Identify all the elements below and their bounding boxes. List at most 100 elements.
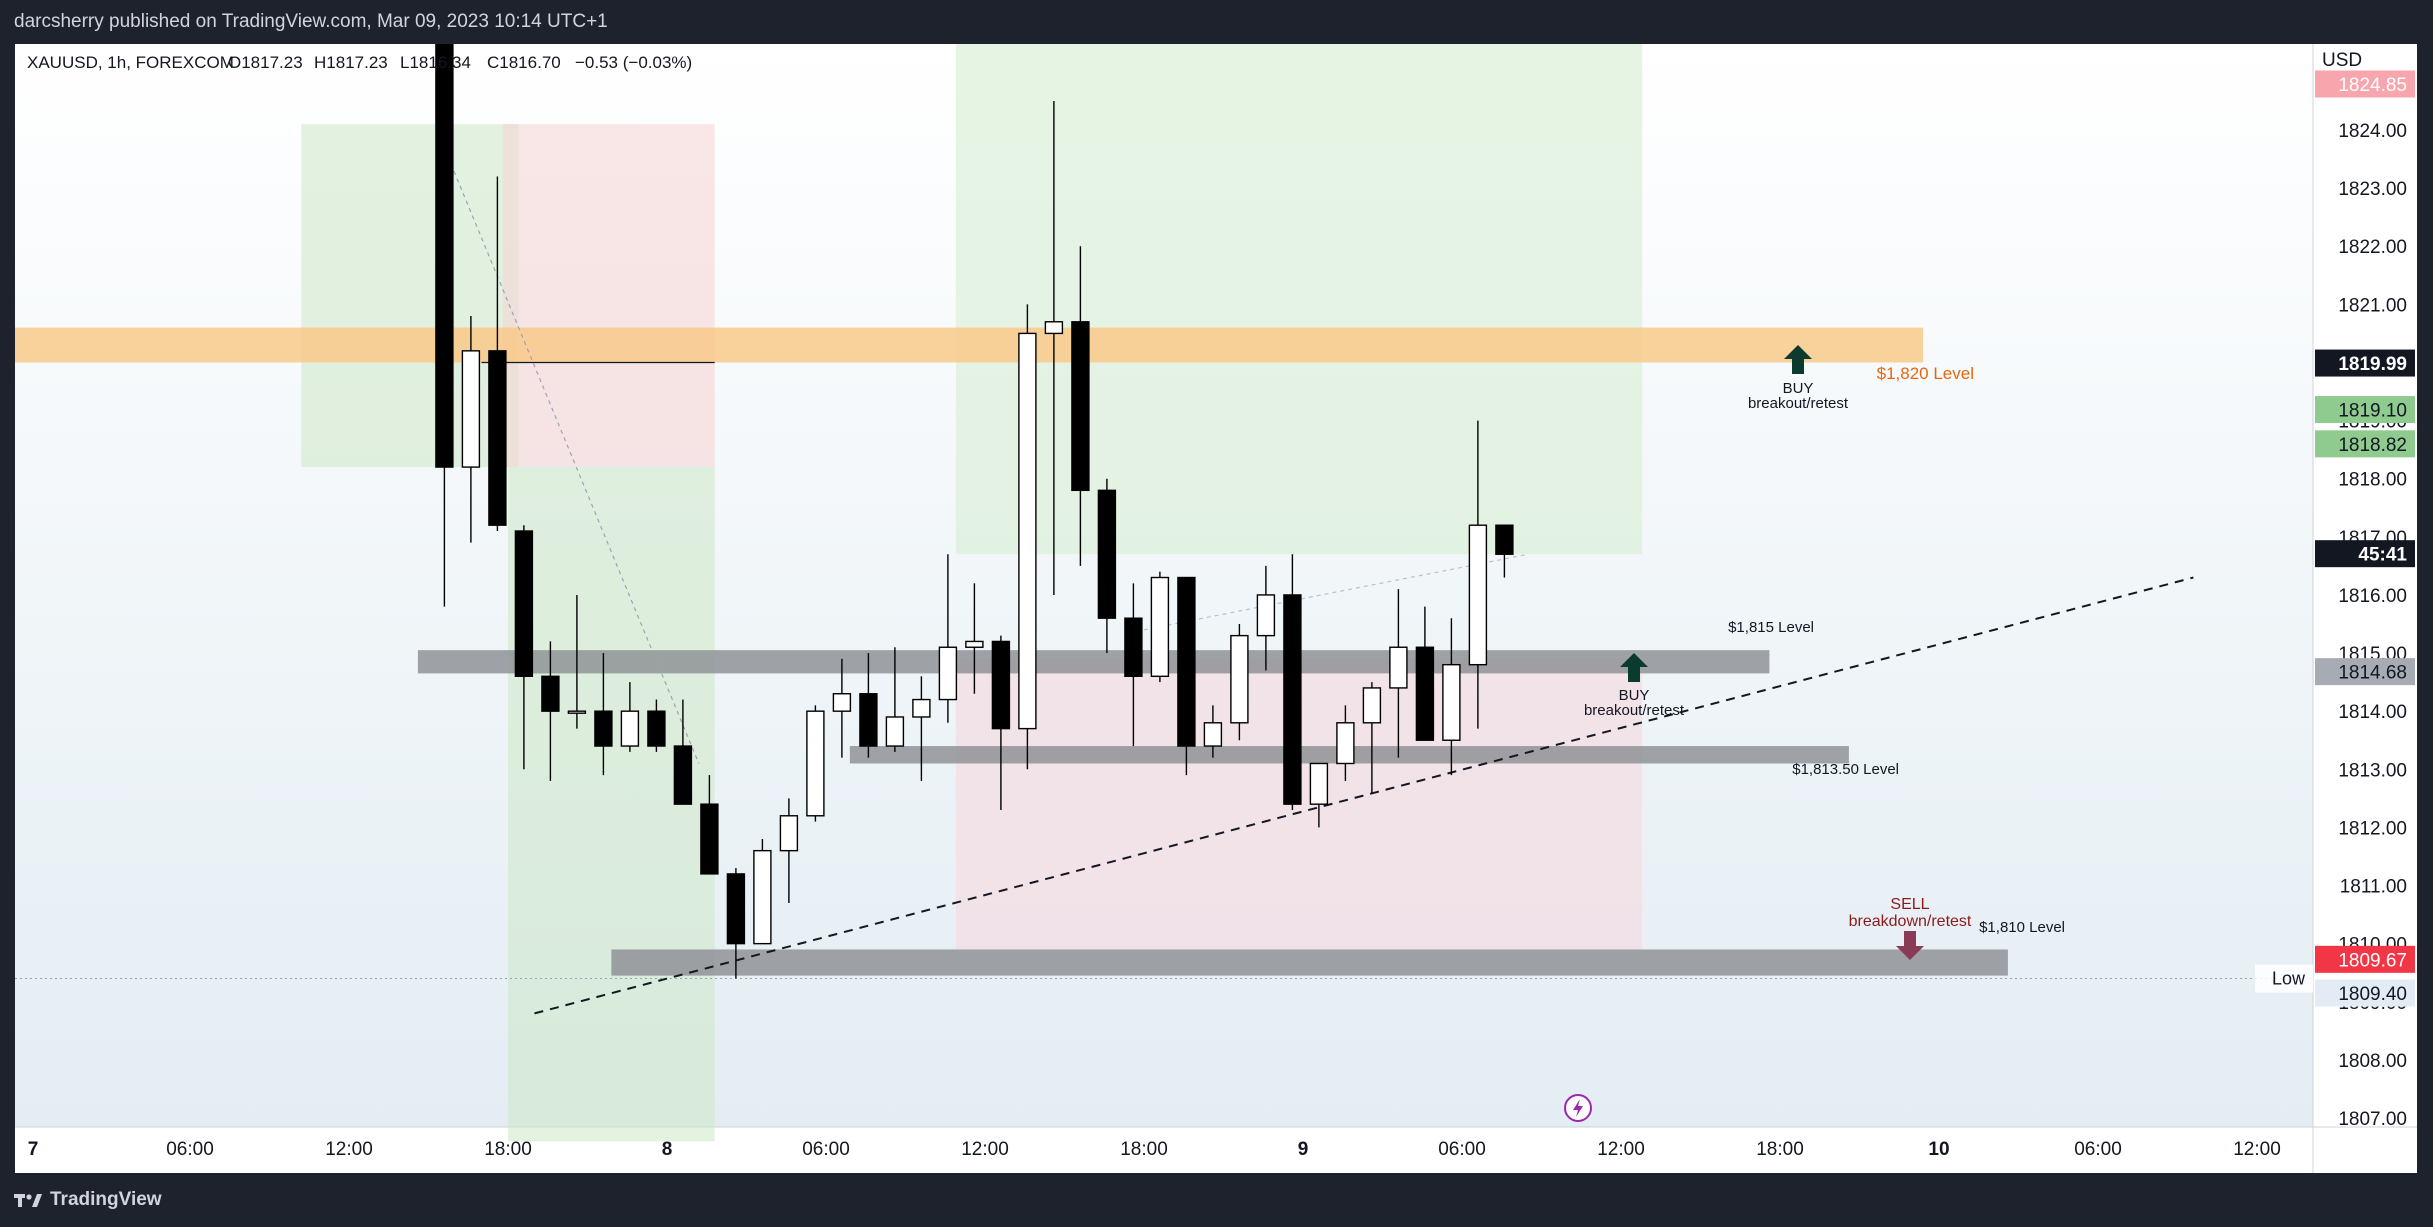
- buy-arrow-icon: [1784, 345, 1812, 374]
- candle-down: [991, 640, 1011, 730]
- candle-down: [1071, 321, 1090, 492]
- price-tick-label: 1818.00: [2338, 470, 2407, 491]
- price-label-text: 1819.10: [2338, 401, 2407, 422]
- candle-up: [1044, 321, 1064, 335]
- candle-down: [541, 675, 560, 712]
- candle-down: [514, 530, 534, 678]
- low-marker-bg: [2255, 964, 2313, 993]
- candle-up: [753, 849, 772, 945]
- candle-up: [938, 646, 958, 701]
- time-tick-label: 18:00: [1120, 1139, 1168, 1160]
- candle-down: [594, 710, 613, 747]
- candle-up: [1468, 524, 1488, 666]
- level-zone-1820: [15, 327, 1924, 363]
- candle-up: [1150, 576, 1170, 678]
- price-tick-label: 1812.00: [2338, 818, 2407, 839]
- level-label-1813-50: $1,813.50 Level: [1792, 761, 1899, 778]
- trend-lines: [441, 141, 2194, 1015]
- price-chart[interactable]: BUYbreakout/retestBUYbreakout/retestSELL…: [15, 44, 2417, 1173]
- candle-up: [912, 698, 931, 718]
- level-zones: [15, 327, 2313, 980]
- sell-arrow-icon-shape: [1896, 931, 1924, 960]
- time-tick-label: 06:00: [2074, 1139, 2122, 1160]
- candle-up: [1362, 687, 1382, 724]
- time-tick-label: 06:00: [166, 1139, 214, 1160]
- candle-up: [1018, 332, 1037, 730]
- time-tick-label: 8: [662, 1139, 673, 1160]
- candles: [435, 44, 1514, 979]
- time-tick-label: 12:00: [2233, 1139, 2281, 1160]
- price-tick-label: 1823.00: [2338, 179, 2407, 200]
- price-label-box: [2315, 70, 2415, 98]
- candle-up: [1309, 762, 1329, 805]
- price-axis[interactable]: 1807.001808.001809.001810.001811.001812.…: [2315, 70, 2415, 1131]
- position-zones: [301, 44, 1643, 1142]
- candle-down: [1097, 489, 1117, 619]
- time-tick-label: 12:00: [1597, 1139, 1645, 1160]
- time-tick-label: 18:00: [1756, 1139, 1804, 1160]
- price-tick-label: 1811.00: [2340, 877, 2407, 898]
- candle-up: [1203, 722, 1223, 747]
- currency-label: USD: [2322, 50, 2362, 71]
- time-tick-label: 10: [1928, 1139, 1949, 1160]
- price-label-text: 1824.85: [2338, 75, 2407, 96]
- level-label-1810: $1,810 Level: [1979, 919, 2065, 936]
- candle-down: [673, 745, 693, 805]
- legend-close: C1816.70: [487, 53, 561, 72]
- price-tick-label: 1807.00: [2338, 1109, 2407, 1130]
- legend-low: L1816.34: [400, 53, 471, 72]
- time-tick-label: 18:00: [484, 1139, 532, 1160]
- price-label-text: 45:41: [2358, 545, 2407, 566]
- candle-down: [1283, 594, 1302, 805]
- buy-arrow-icon-shape: [1620, 653, 1648, 682]
- sell-label: SELL: [1890, 896, 1929, 913]
- annotations: BUYbreakout/retestBUYbreakout/retestSELL…: [1584, 345, 2313, 993]
- candle-down: [1495, 524, 1514, 555]
- price-label-box: [2315, 396, 2415, 424]
- time-tick-label: 12:00: [961, 1139, 1009, 1160]
- published-text: darcsherry published on TradingView.com,…: [14, 11, 608, 32]
- level-zone-1810: [611, 949, 2008, 976]
- time-axis-background: [15, 1127, 2417, 1173]
- candle-up: [1230, 634, 1249, 724]
- price-label-text: 1818.82: [2338, 435, 2407, 456]
- dotted-path-1: [441, 141, 700, 764]
- candle-down: [1124, 617, 1143, 678]
- buy-arrow-icon-shape: [1784, 345, 1812, 374]
- price-label-box: [2315, 430, 2415, 458]
- price-label-box: [2315, 540, 2415, 568]
- candle-up: [885, 716, 905, 747]
- candle-up: [779, 815, 799, 852]
- candle-up: [806, 710, 825, 817]
- level-label-1815: $1,815 Level: [1728, 619, 1814, 636]
- candle-down: [488, 350, 507, 526]
- legend-change: −0.53 (−0.03%): [575, 53, 692, 72]
- sell-arrow-icon: [1896, 931, 1924, 960]
- candle-up: [965, 640, 984, 648]
- buy-sublabel-1: breakout/retest: [1748, 395, 1849, 412]
- time-tick-label: 06:00: [802, 1139, 850, 1160]
- candle-down: [647, 710, 666, 747]
- tradingview-logo[interactable]: TradingView: [14, 1187, 162, 1213]
- candle-down: [700, 803, 719, 875]
- candle-down: [1177, 576, 1196, 747]
- price-label-box: [2315, 945, 2415, 973]
- legend: XAUUSD, 1h, FOREXCOM O1817.23 H1817.23 L…: [27, 53, 692, 72]
- candle-up: [620, 710, 640, 747]
- price-label-box: [2315, 979, 2415, 1007]
- tradingview-logo-icon: [14, 1194, 42, 1207]
- lightning-icon[interactable]: [1564, 1094, 1592, 1122]
- time-axis[interactable]: 7 06:00 12:00 18:00 8 06:00 12:00 18:00 9 06:00 12…: [28, 1139, 2281, 1160]
- time-tick-label: 06:00: [1438, 1139, 1486, 1160]
- green-zone-2: [955, 44, 1643, 555]
- legend-open: O1817.23: [228, 53, 303, 72]
- price-tick-label: 1813.00: [2338, 760, 2407, 781]
- time-tick-label: 12:00: [325, 1139, 373, 1160]
- chart-container[interactable]: BUY breakout/retest BUY breakout/retest SELL…: [15, 44, 2417, 1173]
- time-tick-label: 9: [1298, 1139, 1309, 1160]
- footer: TradingView: [0, 1173, 2433, 1227]
- candle-up: [1336, 722, 1355, 765]
- candle-up: [1389, 646, 1408, 689]
- footer-brand: TradingView: [50, 1189, 162, 1210]
- candle-up: [461, 350, 481, 468]
